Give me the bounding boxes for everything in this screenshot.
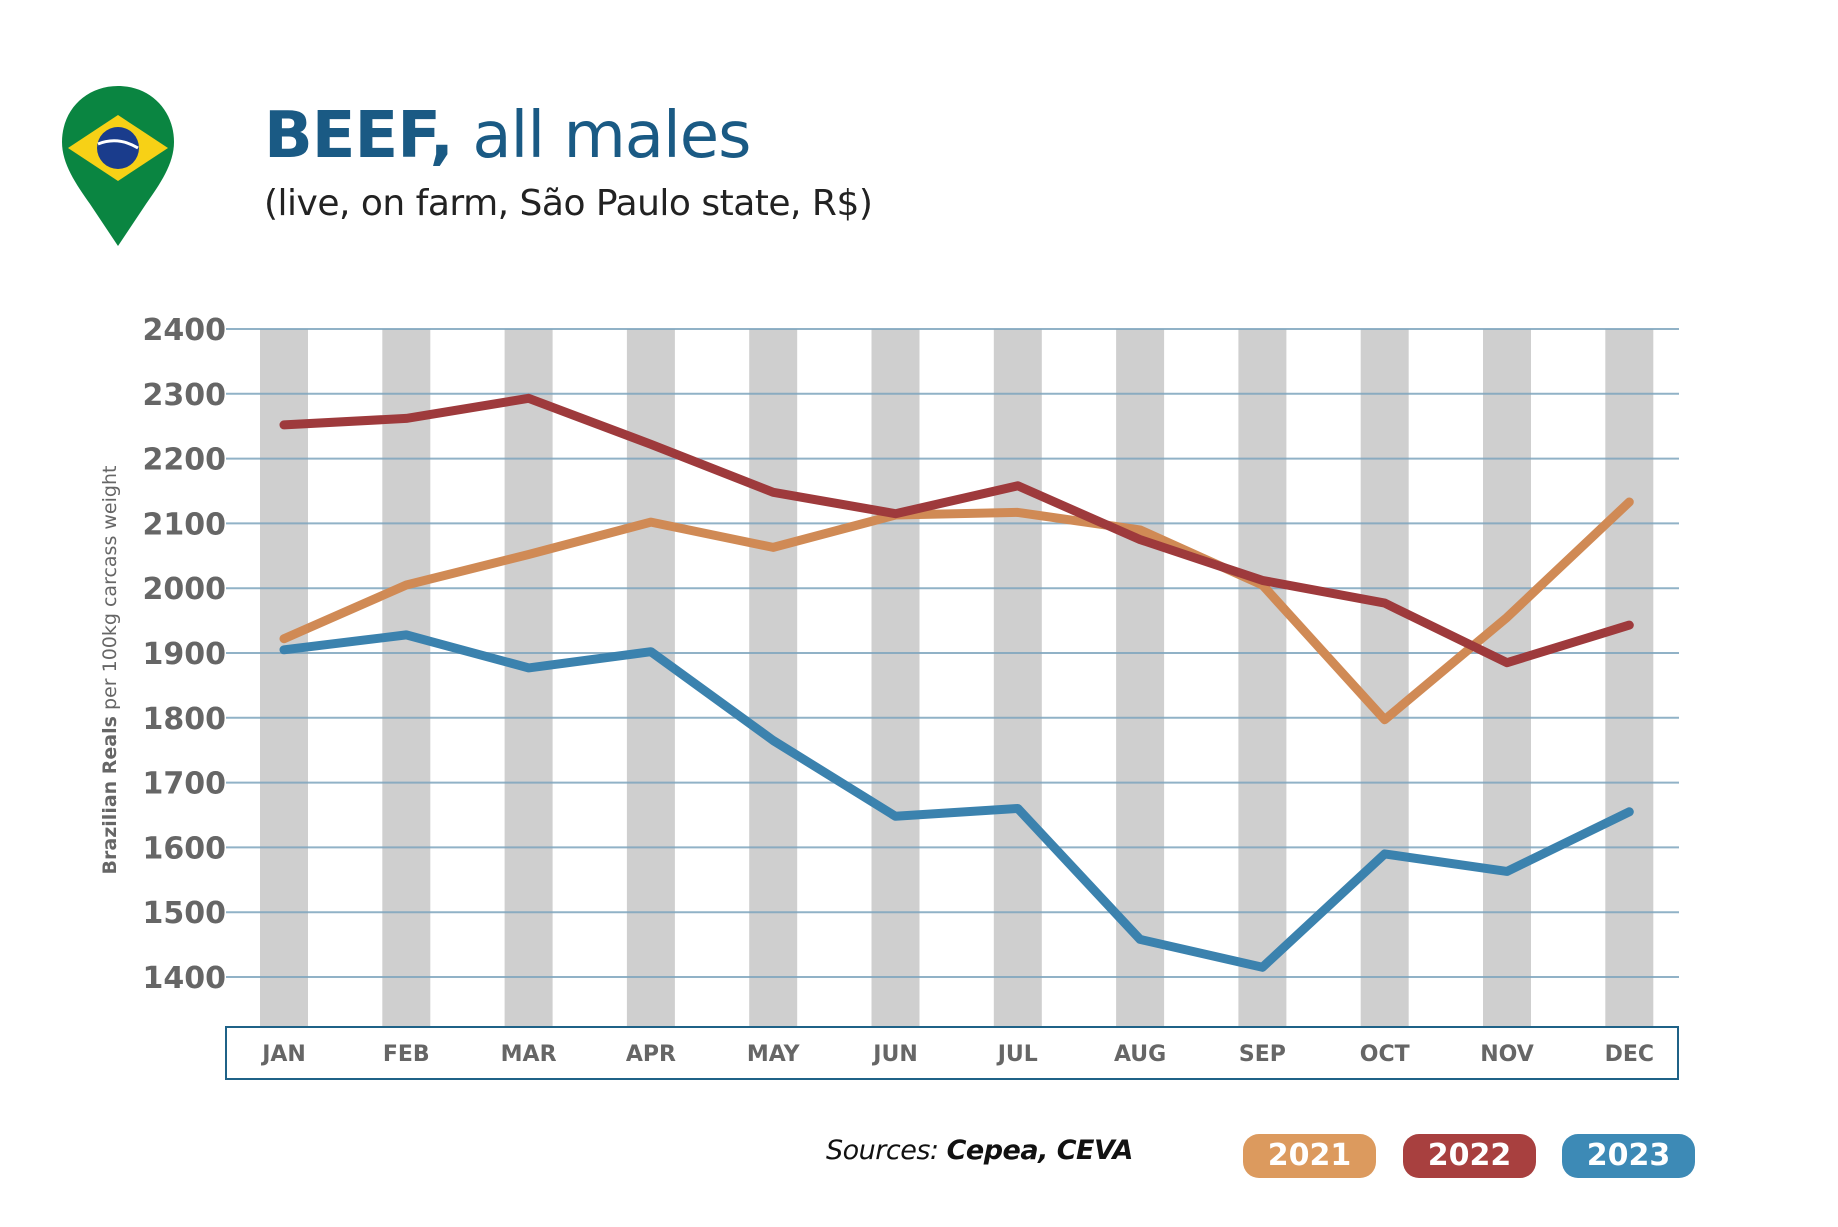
x-tick-label: NOV — [1480, 1042, 1534, 1067]
brazil-flag-map-pin-icon — [62, 86, 174, 246]
column-band-jan — [260, 329, 308, 1027]
series-line-2022 — [279, 393, 1634, 668]
y-tick-label: 2400 — [143, 313, 227, 348]
legend-item-2022: 2022 — [1403, 1134, 1536, 1178]
x-tick-label: APR — [626, 1042, 676, 1067]
column-band-nov — [1483, 329, 1531, 1027]
series-line-2021 — [279, 497, 1634, 725]
title-bold: BEEF, — [264, 99, 454, 173]
column-band-jun — [871, 329, 920, 1027]
sources-prefix: Sources: — [826, 1135, 947, 1166]
x-tick-label: JUL — [996, 1042, 1038, 1067]
x-tick-label: OCT — [1360, 1042, 1410, 1067]
y-tick-label: 1900 — [143, 637, 227, 672]
x-tick-label: SEP — [1239, 1042, 1286, 1067]
column-band-jul — [993, 329, 1042, 1027]
x-tick-label: FEB — [383, 1042, 430, 1067]
x-tick-label: MAY — [747, 1042, 801, 1067]
sources-note: Sources: Cepea, CEVA — [826, 1135, 1133, 1166]
y-tick-label: 2000 — [143, 572, 227, 607]
y-tick-label: 2300 — [143, 378, 227, 413]
legend-item-2023: 2023 — [1562, 1134, 1695, 1178]
column-band-dec — [1605, 329, 1654, 1027]
page-subtitle: (live, on farm, São Paulo state, R$) — [264, 183, 873, 224]
column-band-mar — [504, 329, 553, 1027]
y-tick-label: 1800 — [143, 702, 227, 737]
y-tick-label: 2200 — [143, 443, 227, 478]
title-rest: all males — [452, 99, 751, 173]
y-tick-label: 2100 — [143, 507, 227, 542]
column-band-feb — [382, 329, 431, 1027]
y-axis-label-rest: per 100kg carcass weight — [99, 466, 121, 716]
x-tick-label: JAN — [260, 1042, 306, 1067]
x-tick-label: DEC — [1605, 1042, 1654, 1067]
sources-names: Cepea, CEVA — [946, 1135, 1134, 1166]
x-tick-label: JUN — [871, 1042, 917, 1067]
y-axis-label: Brazilian Reals per 100kg carcass weight — [99, 466, 121, 875]
column-band-oct — [1360, 329, 1409, 1027]
column-band-may — [749, 329, 798, 1027]
x-tick-label: MAR — [501, 1042, 557, 1067]
x-tick-label: AUG — [1114, 1042, 1166, 1067]
column-band-aug — [1116, 329, 1165, 1027]
x-axis-box — [225, 1026, 1679, 1080]
y-tick-label: 1400 — [143, 961, 227, 996]
y-tick-label: 1600 — [143, 831, 227, 866]
y-axis-label-bold: Brazilian Reals — [99, 716, 121, 874]
y-tick-label: 1500 — [143, 896, 227, 931]
y-tick-label: 1700 — [143, 767, 227, 802]
series-line-2023 — [279, 630, 1634, 972]
page-title: BEEF, all males — [264, 104, 751, 168]
column-band-sep — [1238, 329, 1287, 1027]
legend-item-2021: 2021 — [1243, 1134, 1376, 1178]
